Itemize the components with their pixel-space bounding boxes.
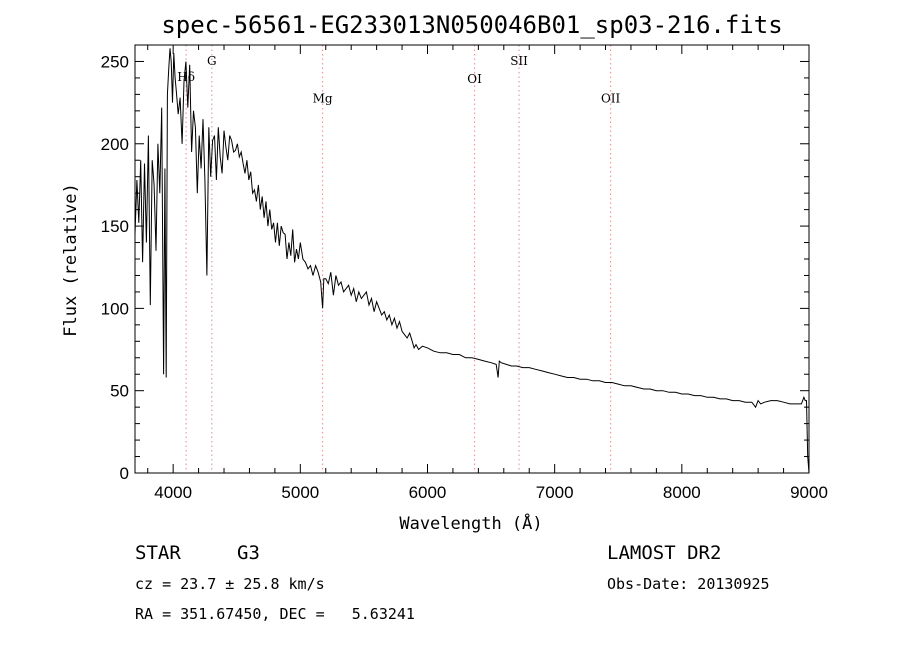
redshift-text: cz = 23.7 ± 25.8 km/s [135,575,325,593]
spectrum-line [134,48,810,474]
x-axis-label: Wavelength (Å) [399,512,542,534]
x-tick-label: 5000 [281,483,319,502]
y-tick-label: 150 [101,217,129,236]
x-tick-label: 7000 [536,483,574,502]
x-tick-label: 4000 [154,483,192,502]
survey-label: LAMOST DR2 [607,542,722,564]
object-class: STAR [135,542,181,564]
line-marker-label: Mg [313,92,333,106]
axis-ticks: 4000 5000 6000 7000 8000 9000 0 50 100 150 200 250 [101,45,828,502]
x-tick-label: 9000 [790,483,828,502]
chart-title: spec-56561-EG233013N050046B01_sp03-216.f… [161,11,782,39]
y-tick-label: 200 [101,135,129,154]
plot-frame [134,44,810,474]
x-tick-label: 8000 [663,483,701,502]
x-tick-label: 6000 [409,483,447,502]
line-marker-label: OII [601,92,621,106]
line-marker-label: SII [510,54,528,68]
coordinates-text: RA = 351.67450, DEC = 5.63241 [135,605,415,623]
y-tick-label: 50 [110,382,129,401]
object-subclass: G3 [237,542,260,564]
obs-date-text: Obs-Date: 20130925 [607,575,770,593]
y-tick-label: 100 [101,299,129,318]
y-axis-label: Flux (relative) [61,183,81,337]
line-marker-label: OI [467,72,482,86]
y-tick-label: 0 [120,464,129,483]
y-tick-label: 250 [101,52,129,71]
line-marker-label: G [207,54,217,68]
